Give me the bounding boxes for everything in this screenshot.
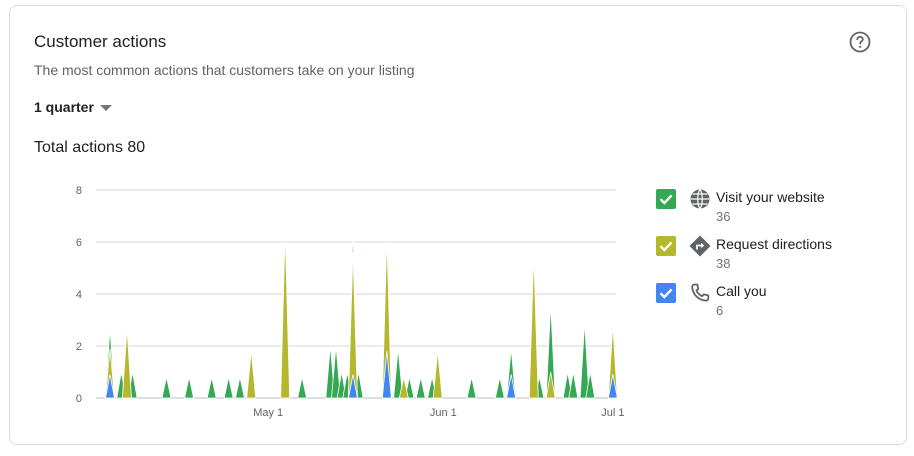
data-point <box>585 371 596 399</box>
data-point <box>235 376 245 399</box>
chart-series <box>105 228 618 399</box>
data-point <box>184 376 195 399</box>
y-tick-label: 6 <box>76 237 82 249</box>
legend-label-website: Visit your website <box>716 189 825 205</box>
data-point <box>466 376 477 399</box>
phone-icon <box>691 283 710 302</box>
data-point <box>381 350 392 399</box>
chart-axis-labels: 0 2 4 6 8 May 1 Jun 1 Jul 1 <box>76 185 625 419</box>
data-point <box>506 374 517 399</box>
card-subtitle: The most common actions that customers t… <box>34 62 415 78</box>
data-point <box>528 254 539 399</box>
period-dropdown[interactable]: 1 quarter <box>34 99 112 115</box>
check-icon <box>659 194 673 205</box>
check-icon <box>659 241 673 252</box>
legend-value-website: 36 <box>716 209 731 224</box>
data-point <box>545 371 556 399</box>
actions-chart: 0 2 4 6 8 May 1 Jun 1 Jul 1 <box>76 185 625 419</box>
check-icon <box>659 288 673 299</box>
x-tick-label: May 1 <box>253 407 283 419</box>
data-point <box>105 374 115 399</box>
x-tick-label: Jul 1 <box>601 407 624 419</box>
total-actions: Total actions 80 <box>34 139 146 156</box>
x-tick-label: Jun 1 <box>430 407 457 419</box>
legend-value-call: 6 <box>716 303 724 318</box>
legend-label-call: Call you <box>716 283 767 299</box>
data-point <box>568 371 579 399</box>
data-point <box>348 374 358 399</box>
y-tick-label: 2 <box>76 341 82 353</box>
data-point <box>415 376 426 399</box>
data-point <box>280 231 291 399</box>
data-point <box>246 350 257 399</box>
data-point <box>122 327 132 399</box>
data-point <box>331 345 341 399</box>
y-tick-label: 4 <box>76 289 82 301</box>
data-point <box>393 348 404 399</box>
directions-checkbox[interactable] <box>656 236 676 256</box>
y-tick-label: 0 <box>76 393 82 405</box>
data-point <box>398 376 409 399</box>
website-checkbox[interactable] <box>656 189 676 209</box>
y-tick-label: 8 <box>76 185 82 197</box>
call-checkbox[interactable] <box>656 283 676 303</box>
data-point <box>223 376 234 399</box>
data-point <box>206 376 217 399</box>
data-point <box>494 376 505 399</box>
card-title: Customer actions <box>34 32 167 51</box>
data-point <box>297 376 308 399</box>
help-circle-icon[interactable] <box>848 30 872 54</box>
legend-value-directions: 38 <box>716 256 731 271</box>
chevron-down-icon <box>99 105 112 111</box>
period-selected: 1 quarter <box>34 99 94 115</box>
directions-icon <box>689 235 711 257</box>
customer-actions-card: Customer actions The most common actions… <box>9 5 907 445</box>
data-point <box>161 376 172 399</box>
legend-label-directions: Request directions <box>716 236 832 252</box>
data-point <box>579 322 590 399</box>
data-point <box>607 374 618 399</box>
globe-icon <box>690 189 710 209</box>
data-point <box>432 350 443 399</box>
